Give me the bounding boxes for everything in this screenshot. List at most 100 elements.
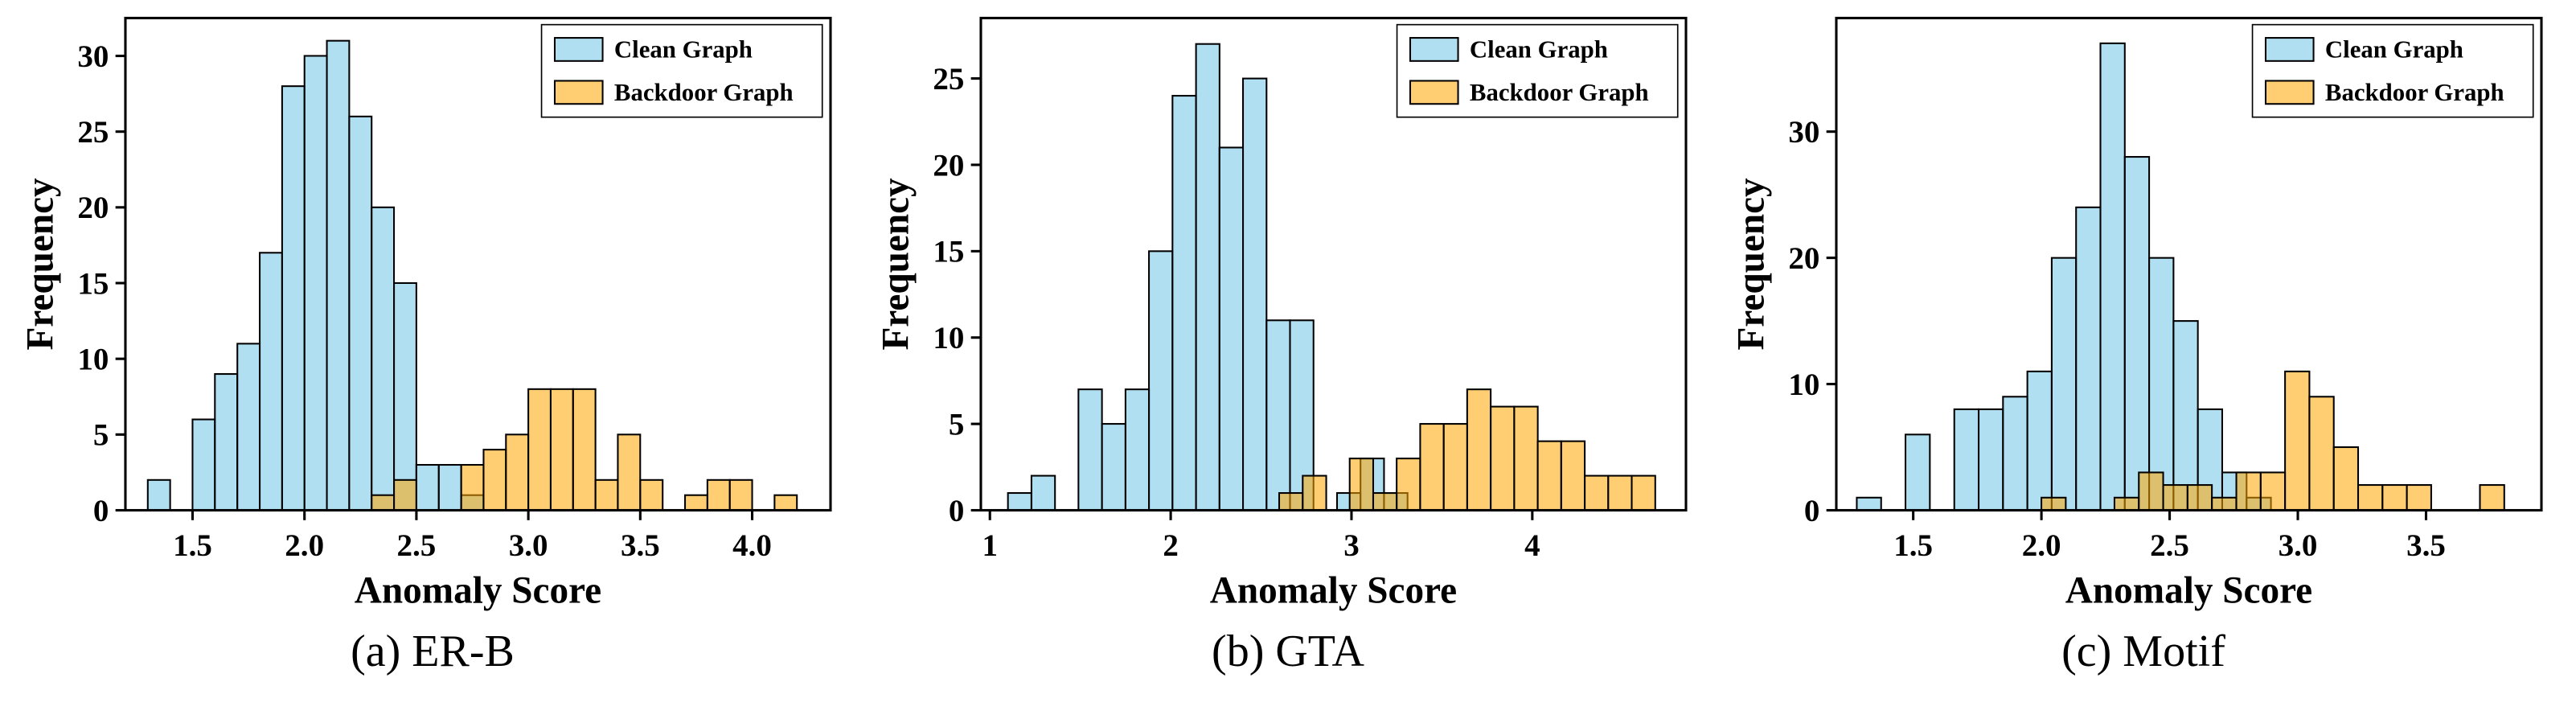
histogram-bar: [281, 85, 306, 511]
histogram-bar: [1631, 474, 1656, 511]
x-tick-label: 2.0: [2022, 528, 2061, 563]
series-backdoor: [371, 388, 798, 511]
histogram-bar: [1278, 492, 1304, 511]
histogram-bar: [2284, 370, 2311, 511]
histogram-motif: 0 10 20 30 1.5 2.0 2.5 3.0 3.5 Anomaly Score Frequ…: [1731, 16, 2543, 612]
chart-caption-gta: (b) GTA: [1212, 626, 1364, 676]
y-axis-label: Frequency: [20, 178, 62, 351]
x-tick-label: 3.0: [2279, 528, 2318, 563]
histogram-bar: [2357, 484, 2384, 511]
histogram-bar: [617, 433, 642, 511]
histogram-bar: [2381, 484, 2408, 511]
histogram-bar: [1560, 440, 1586, 511]
histogram-bar: [2148, 257, 2175, 511]
histogram-bar: [2099, 42, 2126, 511]
histogram-bar: [1607, 474, 1633, 511]
chart-block-er-b: 0 5 10 15 20 25 30 1.5 2.0 2.5 3.0 3.5 4.0 Anomaly Sc…: [8, 5, 857, 677]
histogram-bar: [303, 55, 328, 511]
histogram-bar: [393, 281, 417, 511]
x-axis-label: Anomaly Score: [1210, 570, 1457, 612]
series-backdoor: [1278, 388, 1656, 511]
histogram-bar: [2002, 396, 2028, 511]
chart-caption-er-b: (a) ER-B: [351, 626, 515, 676]
x-tick-label: 3.5: [2406, 528, 2446, 563]
histogram-bar: [1372, 492, 1398, 511]
x-tick-label: 3: [1343, 528, 1360, 563]
x-tick-label: 1.5: [1893, 528, 1933, 563]
histogram-bar: [1348, 458, 1375, 511]
series-clean: [1856, 42, 2272, 511]
histogram-bar: [1265, 319, 1291, 511]
histogram-bar: [214, 373, 239, 511]
histogram-bar: [2138, 471, 2164, 511]
histogram-bar: [2211, 496, 2238, 511]
legend-clean-swatch: [553, 37, 604, 62]
histogram-bar: [2075, 206, 2102, 511]
legend: Clean Graph Backdoor Graph: [1396, 23, 1679, 118]
histogram-bar: [460, 463, 485, 511]
y-tick-label: 10: [77, 343, 109, 377]
series-clean: [146, 39, 485, 511]
histogram-bar: [594, 479, 619, 511]
legend-clean-label: Clean Graph: [614, 36, 753, 64]
y-tick-label: 15: [77, 266, 109, 301]
histogram-bar: [1856, 496, 1882, 511]
histogram-bar: [2235, 471, 2262, 511]
histogram-bar: [1396, 458, 1421, 511]
y-axis-label: Frequency: [1731, 178, 1773, 351]
legend-backdoor-swatch: [2264, 80, 2315, 105]
y-tick-label: 0: [93, 494, 109, 528]
histogram-er-b: 0 5 10 15 20 25 30 1.5 2.0 2.5 3.0 3.5 4.0 Anomaly Sc…: [20, 16, 832, 612]
histogram-bar: [1584, 474, 1610, 511]
histogram-bar: [2123, 156, 2151, 511]
histogram-bar: [2172, 320, 2199, 511]
histogram-bar: [2041, 496, 2067, 511]
histogram-bar: [2479, 484, 2505, 511]
histogram-bar: [415, 463, 440, 511]
x-axis-label: Anomaly Score: [355, 570, 601, 612]
histogram-bar: [1536, 440, 1562, 511]
histogram-bar: [639, 479, 664, 511]
histogram-bar: [1242, 77, 1268, 511]
histogram-bar: [1905, 433, 1931, 511]
histogram-bar: [706, 479, 731, 511]
y-axis-label: Frequency: [876, 178, 917, 351]
chart-block-motif: 0 10 20 30 1.5 2.0 2.5 3.0 3.5 Anomaly Score Frequ…: [1719, 5, 2568, 677]
legend-backdoor-swatch: [553, 80, 604, 105]
chart-caption-motif: (c) Motif: [2061, 626, 2225, 676]
histogram-bar: [2162, 484, 2188, 511]
histogram-bar: [2332, 446, 2360, 511]
x-tick-label: 1.5: [173, 528, 212, 563]
histogram-bar: [1513, 405, 1539, 511]
y-tick-label: 25: [933, 62, 964, 97]
histogram-bar: [191, 418, 216, 511]
y-tick-label: 0: [1804, 494, 1820, 528]
histogram-bar: [2259, 471, 2287, 511]
y-tick-label: 25: [77, 115, 109, 150]
x-tick-label: 2.5: [2150, 528, 2189, 563]
legend-clean-swatch: [1409, 37, 1459, 62]
histogram-bar: [527, 388, 552, 511]
histogram-bar: [437, 463, 462, 511]
legend-clean-label: Clean Graph: [1470, 36, 1608, 64]
histogram-bar: [393, 479, 417, 511]
x-tick-label: 2.0: [285, 528, 324, 563]
x-tick-label: 3.5: [621, 528, 660, 563]
x-axis-label: Anomaly Score: [2065, 570, 2312, 612]
series-clean: [1007, 43, 1409, 511]
histogram-bar: [1195, 43, 1220, 511]
histogram-bar: [1007, 492, 1032, 511]
histogram-bar: [1302, 474, 1327, 511]
histogram-bar: [2026, 370, 2053, 511]
histogram-bar: [1419, 423, 1445, 511]
y-tick-label: 15: [933, 235, 964, 269]
y-tick-label: 30: [1788, 115, 1819, 150]
histogram-bar: [371, 206, 396, 511]
histogram-bar: [146, 479, 171, 511]
y-tick-label: 20: [77, 191, 109, 225]
histogram-bar: [684, 494, 708, 511]
histogram-bar: [348, 115, 373, 511]
histogram-bar: [2050, 257, 2078, 511]
histogram-bar: [1953, 408, 1980, 511]
